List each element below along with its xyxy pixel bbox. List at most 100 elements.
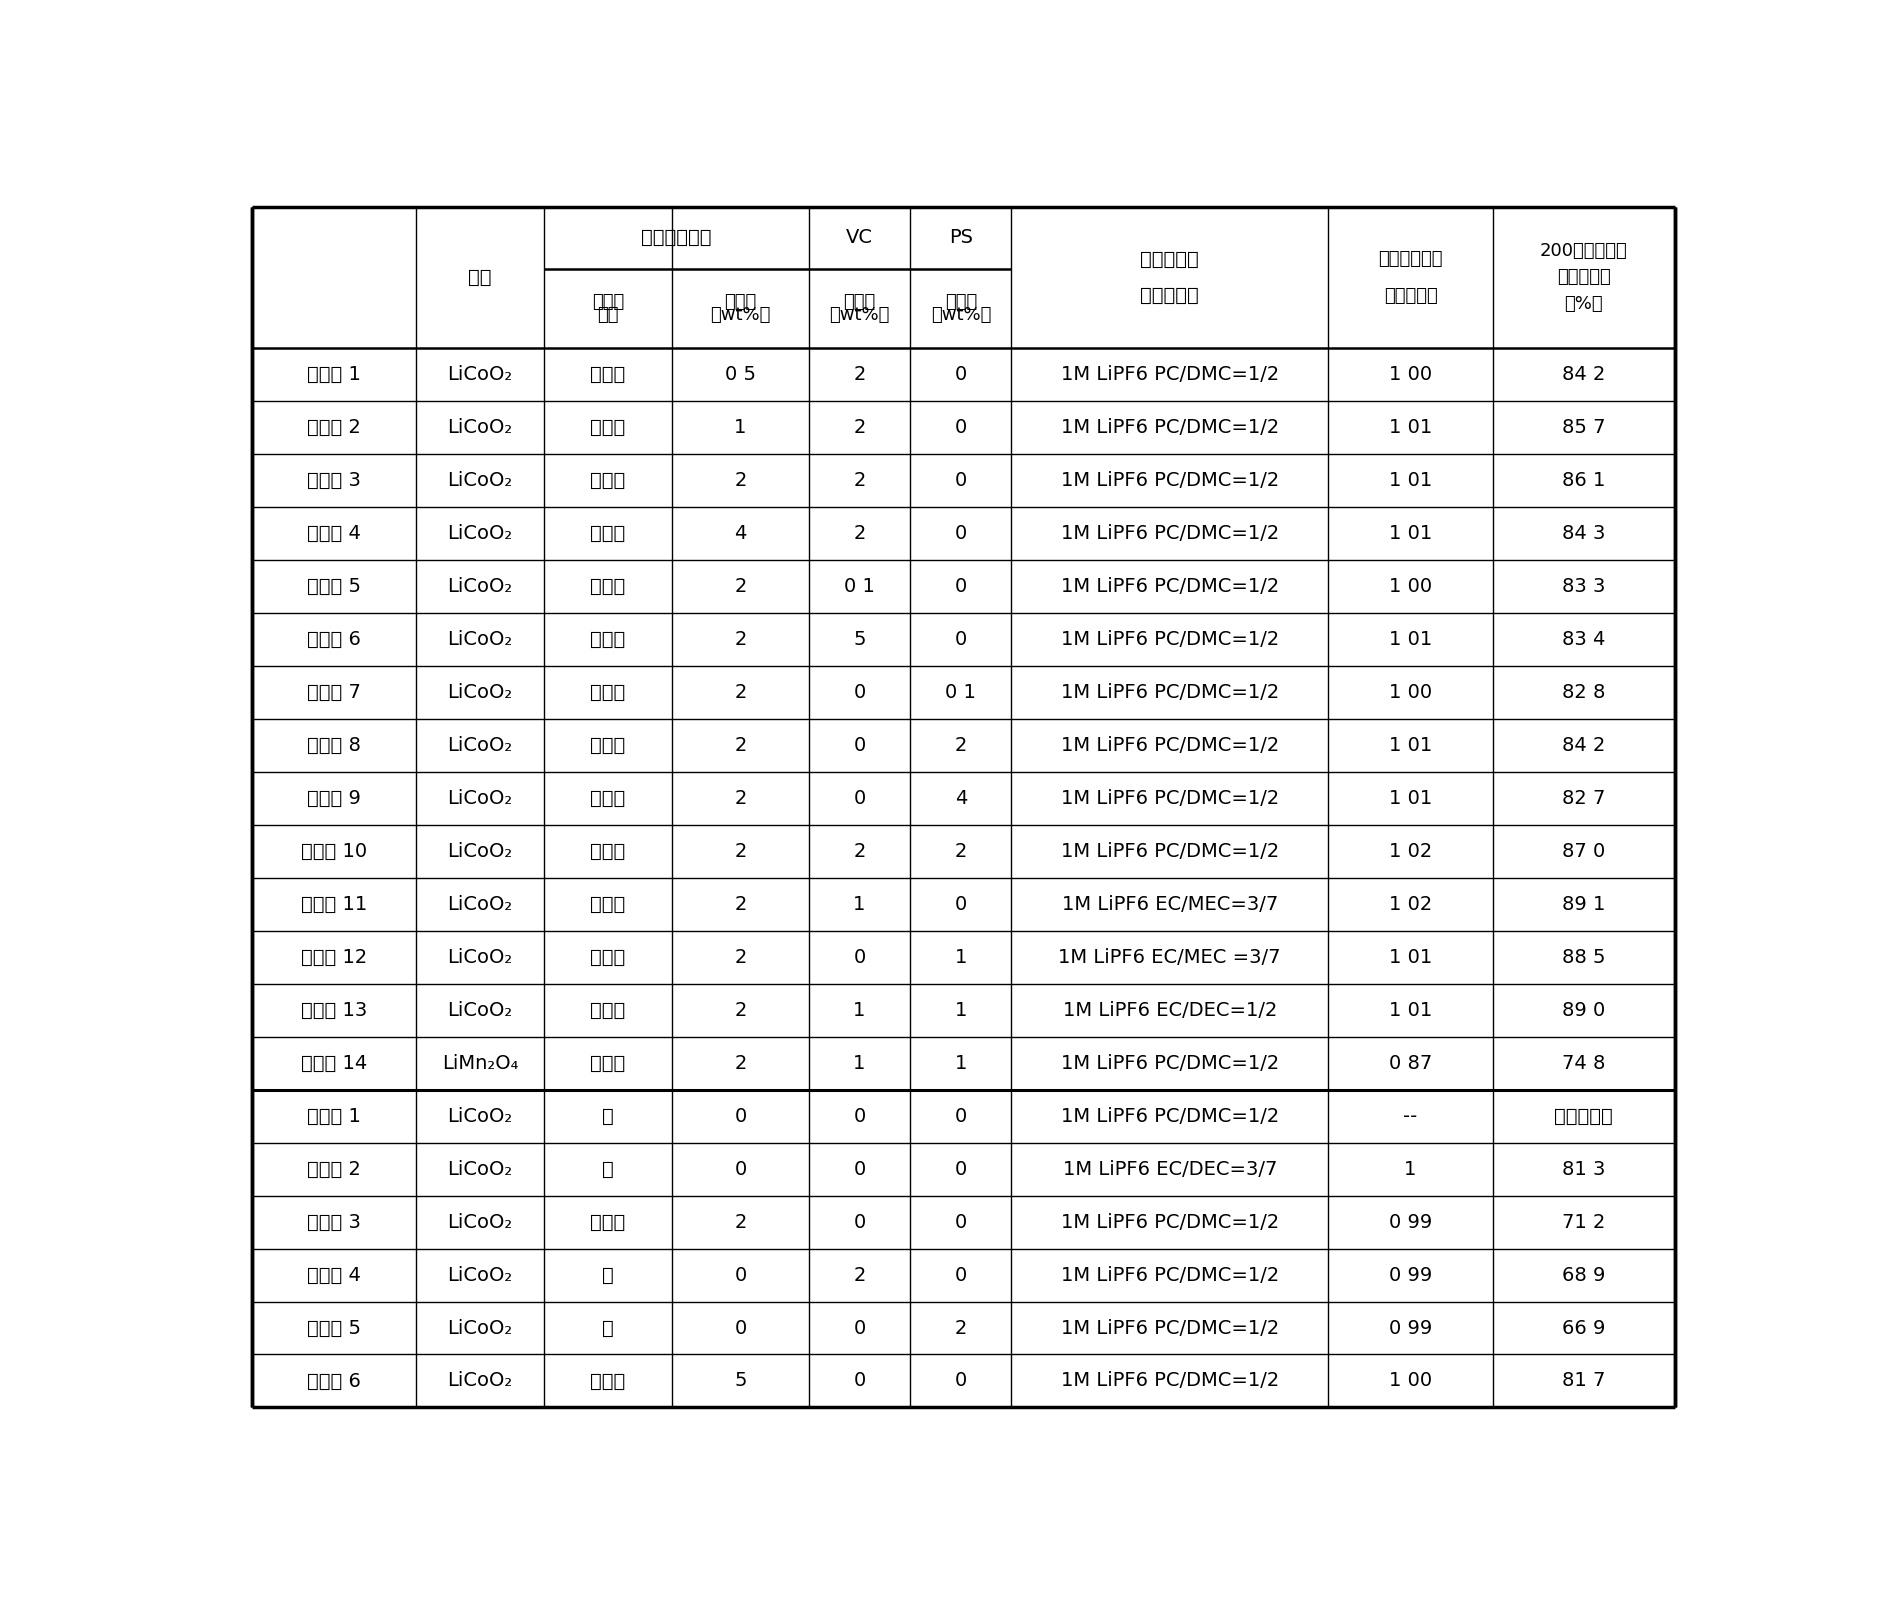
Text: 草酸二烷基酯: 草酸二烷基酯 (641, 229, 713, 248)
Text: 无: 无 (602, 1107, 615, 1125)
Text: 5: 5 (735, 1371, 746, 1390)
Text: 正极: 正极 (468, 268, 493, 288)
Text: 2: 2 (854, 366, 865, 384)
Text: 初始放电容量: 初始放电容量 (1378, 249, 1442, 268)
Text: 1 01: 1 01 (1389, 419, 1433, 438)
Text: VC: VC (846, 229, 872, 248)
Text: 2: 2 (735, 948, 746, 967)
Text: 87 0: 87 0 (1562, 842, 1606, 861)
Text: 1: 1 (1404, 1160, 1418, 1179)
Text: 1M LiPF6 PC/DMC=1/2: 1M LiPF6 PC/DMC=1/2 (1060, 1266, 1278, 1285)
Text: 2: 2 (735, 1053, 746, 1072)
Text: 83 3: 83 3 (1562, 577, 1606, 596)
Text: 89 0: 89 0 (1562, 1000, 1606, 1020)
Text: 84 2: 84 2 (1562, 366, 1606, 384)
Text: 比较例 1: 比较例 1 (306, 1107, 361, 1125)
Text: 二甲基: 二甲基 (590, 789, 626, 809)
Text: 0 1: 0 1 (946, 682, 976, 702)
Text: 比较例 5: 比较例 5 (306, 1318, 361, 1338)
Text: 1M LiPF6 PC/DMC=1/2: 1M LiPF6 PC/DMC=1/2 (1060, 1371, 1278, 1390)
Text: 0: 0 (854, 948, 865, 967)
Text: 84 3: 84 3 (1562, 524, 1606, 543)
Text: 0: 0 (955, 1107, 966, 1125)
Text: 88 5: 88 5 (1562, 948, 1606, 967)
Text: 0: 0 (854, 1371, 865, 1390)
Text: 1 01: 1 01 (1389, 789, 1433, 809)
Text: 0: 0 (854, 682, 865, 702)
Text: 4: 4 (955, 789, 966, 809)
Text: LiCoO₂: LiCoO₂ (447, 1318, 513, 1338)
Text: 1: 1 (854, 1053, 865, 1072)
Text: （wt%）: （wt%） (829, 307, 889, 324)
Text: 1M LiPF6 EC/MEC =3/7: 1M LiPF6 EC/MEC =3/7 (1058, 948, 1280, 967)
Text: LiCoO₂: LiCoO₂ (447, 366, 513, 384)
Text: 2: 2 (735, 737, 746, 754)
Text: 2: 2 (854, 471, 865, 491)
Text: 实施例 7: 实施例 7 (306, 682, 361, 702)
Text: LiCoO₂: LiCoO₂ (447, 789, 513, 809)
Text: 比较例 3: 比较例 3 (306, 1213, 361, 1232)
Text: 二甲基: 二甲基 (590, 366, 626, 384)
Text: 实施例 13: 实施例 13 (301, 1000, 367, 1020)
Text: 0 5: 0 5 (726, 366, 756, 384)
Text: 1: 1 (735, 419, 746, 438)
Text: （容量比）: （容量比） (1141, 286, 1199, 305)
Text: 种类: 种类 (598, 307, 619, 324)
Text: 2: 2 (854, 842, 865, 861)
Text: 0: 0 (955, 366, 966, 384)
Text: 0: 0 (955, 895, 966, 914)
Text: LiCoO₂: LiCoO₂ (447, 1107, 513, 1125)
Text: LiCoO₂: LiCoO₂ (447, 419, 513, 438)
Text: 1 01: 1 01 (1389, 737, 1433, 754)
Text: 4: 4 (735, 524, 746, 543)
Text: 二甲基: 二甲基 (590, 1053, 626, 1072)
Text: LiCoO₂: LiCoO₂ (447, 842, 513, 861)
Text: 2: 2 (735, 682, 746, 702)
Text: 71 2: 71 2 (1562, 1213, 1606, 1232)
Text: 1 00: 1 00 (1389, 1371, 1433, 1390)
Text: LiCoO₂: LiCoO₂ (447, 682, 513, 702)
Text: 1M LiPF6 PC/DMC=1/2: 1M LiPF6 PC/DMC=1/2 (1060, 737, 1278, 754)
Text: 2: 2 (854, 524, 865, 543)
Text: 1M LiPF6 PC/DMC=1/2: 1M LiPF6 PC/DMC=1/2 (1060, 524, 1278, 543)
Text: 1 01: 1 01 (1389, 1000, 1433, 1020)
Text: LiCoO₂: LiCoO₂ (447, 1000, 513, 1020)
Text: 实施例 9: 实施例 9 (306, 789, 361, 809)
Text: 二甲基: 二甲基 (590, 419, 626, 438)
Text: 1 01: 1 01 (1389, 524, 1433, 543)
Text: 二甲基: 二甲基 (590, 1213, 626, 1232)
Text: 比较例 2: 比较例 2 (306, 1160, 361, 1179)
Text: 1M LiPF6 PC/DMC=1/2: 1M LiPF6 PC/DMC=1/2 (1060, 682, 1278, 702)
Text: LiCoO₂: LiCoO₂ (447, 948, 513, 967)
Text: 0 1: 0 1 (844, 577, 874, 596)
Text: 0: 0 (735, 1266, 746, 1285)
Text: 无: 无 (602, 1266, 615, 1285)
Text: 二甲基: 二甲基 (590, 471, 626, 491)
Text: 84 2: 84 2 (1562, 737, 1606, 754)
Text: 0: 0 (955, 524, 966, 543)
Text: 实施例 10: 实施例 10 (301, 842, 367, 861)
Text: 1 01: 1 01 (1389, 948, 1433, 967)
Text: LiCoO₂: LiCoO₂ (447, 630, 513, 649)
Text: LiCoO₂: LiCoO₂ (447, 1266, 513, 1285)
Text: 1 00: 1 00 (1389, 682, 1433, 702)
Text: 二甲基: 二甲基 (590, 1000, 626, 1020)
Text: 0: 0 (955, 577, 966, 596)
Text: 68 9: 68 9 (1562, 1266, 1606, 1285)
Text: 0: 0 (955, 419, 966, 438)
Text: 实施例 3: 实施例 3 (306, 471, 361, 491)
Text: 2: 2 (735, 577, 746, 596)
Text: LiCoO₂: LiCoO₂ (447, 471, 513, 491)
Text: LiCoO₂: LiCoO₂ (447, 895, 513, 914)
Text: 1M LiPF6 PC/DMC=1/2: 1M LiPF6 PC/DMC=1/2 (1060, 789, 1278, 809)
Text: 比较例 4: 比较例 4 (306, 1266, 361, 1285)
Text: 85 7: 85 7 (1562, 419, 1606, 438)
Text: 二甲基: 二甲基 (590, 630, 626, 649)
Text: 2: 2 (854, 419, 865, 438)
Text: LiCoO₂: LiCoO₂ (447, 737, 513, 754)
Text: --: -- (1404, 1107, 1418, 1125)
Text: 二甲基: 二甲基 (590, 682, 626, 702)
Text: 烷基的: 烷基的 (592, 292, 624, 310)
Text: 1M LiPF6 PC/DMC=1/2: 1M LiPF6 PC/DMC=1/2 (1060, 366, 1278, 384)
Text: 二甲基: 二甲基 (590, 737, 626, 754)
